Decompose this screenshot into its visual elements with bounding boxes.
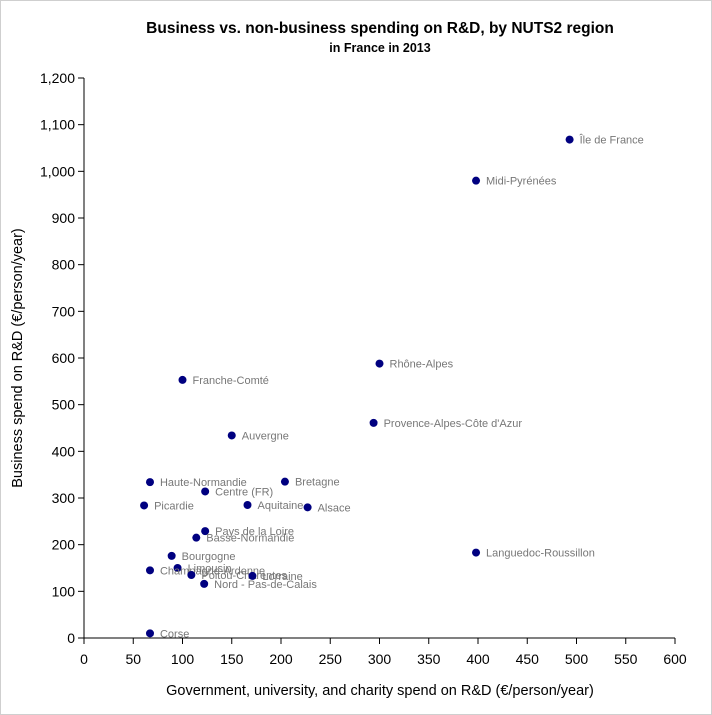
- data-point-label: Franche-Comté: [193, 375, 269, 387]
- y-tick-label: 1,000: [40, 163, 75, 179]
- data-point-label: Aquitaine: [258, 500, 304, 512]
- y-tick-label: 600: [52, 350, 76, 366]
- data-point-label: Alsace: [318, 502, 351, 514]
- data-point-label: Lorraine: [262, 571, 302, 583]
- data-point-label: Midi-Pyrénées: [486, 176, 557, 188]
- data-point-label: Île de France: [579, 134, 644, 147]
- data-point[interactable]: [280, 477, 289, 486]
- y-tick-label: 200: [52, 537, 76, 553]
- data-point-label: Provence-Alpes-Côte d'Azur: [384, 418, 523, 430]
- data-point-label: Picardie: [154, 500, 194, 512]
- x-tick-label: 100: [171, 651, 195, 667]
- data-point-label: Corse: [160, 628, 189, 640]
- data-point-label: Centre (FR): [215, 486, 273, 498]
- data-point[interactable]: [201, 487, 210, 496]
- x-tick-label: 50: [125, 651, 141, 667]
- y-tick-label: 100: [52, 583, 76, 599]
- y-tick-label: 500: [52, 397, 76, 413]
- data-point[interactable]: [187, 571, 196, 579]
- data-point[interactable]: [145, 629, 154, 638]
- data-points: Île de France Midi-Pyrénées Rhône-Alpes Fra…: [140, 134, 644, 640]
- data-point[interactable]: [303, 503, 312, 512]
- data-point[interactable]: [243, 501, 252, 509]
- data-point[interactable]: [369, 418, 378, 427]
- data-point[interactable]: [140, 501, 149, 510]
- data-point-label: Poitou-Charentes: [201, 570, 287, 582]
- x-tick-label: 150: [220, 651, 244, 667]
- data-point[interactable]: [167, 551, 176, 560]
- y-tick-label: 800: [52, 257, 76, 273]
- data-point[interactable]: [145, 478, 154, 487]
- data-point[interactable]: [192, 533, 201, 542]
- x-tick-label: 500: [565, 651, 589, 667]
- data-point-label: Haute-Normandie: [160, 477, 247, 489]
- data-point[interactable]: [227, 431, 236, 440]
- data-point-label: Auvergne: [242, 430, 289, 442]
- x-axis-label: Government, university, and charity spen…: [166, 683, 594, 699]
- axes: 01002003004005006007008009001,0001,1001,…: [40, 70, 687, 667]
- x-tick-label: 200: [269, 651, 293, 667]
- data-point[interactable]: [472, 176, 481, 185]
- x-tick-label: 350: [417, 651, 441, 667]
- data-point-label: Champagne-Ardenne: [160, 565, 265, 577]
- y-tick-label: 900: [52, 210, 76, 226]
- y-tick-label: 0: [67, 630, 75, 646]
- x-tick-label: 400: [466, 651, 490, 667]
- y-axis-label: Business spend on R&D (€/person/year): [10, 228, 26, 488]
- x-tick-label: 600: [663, 651, 687, 667]
- data-point-label: Rhône-Alpes: [390, 359, 454, 371]
- data-point[interactable]: [375, 359, 384, 368]
- data-point[interactable]: [565, 135, 574, 144]
- x-tick-label: 250: [319, 651, 343, 667]
- chart-title: Business vs. non-business spending on R&…: [146, 20, 614, 37]
- x-tick-label: 550: [614, 651, 638, 667]
- y-tick-label: 1,200: [40, 70, 75, 86]
- y-tick-label: 1,100: [40, 117, 75, 133]
- x-tick-label: 300: [368, 651, 392, 667]
- data-point-label: Limousin: [188, 563, 232, 575]
- x-tick-label: 0: [80, 651, 88, 667]
- data-point[interactable]: [248, 571, 257, 580]
- data-point-label: Pays de la Loire: [215, 526, 294, 538]
- data-point[interactable]: [145, 566, 154, 575]
- x-tick-label: 450: [516, 651, 540, 667]
- data-point[interactable]: [472, 548, 481, 557]
- data-point-label: Basse-Normandie: [206, 533, 294, 545]
- data-point[interactable]: [201, 527, 210, 536]
- data-point-label: Bourgogne: [182, 551, 236, 563]
- y-tick-label: 300: [52, 490, 76, 506]
- data-point-label: Nord - Pas-de-Calais: [214, 579, 317, 591]
- y-tick-label: 700: [52, 303, 76, 319]
- data-point[interactable]: [173, 564, 182, 572]
- data-point-label: Bretagne: [295, 477, 340, 489]
- data-point-label: Languedoc-Roussillon: [486, 548, 595, 560]
- data-point[interactable]: [200, 579, 209, 588]
- y-tick-label: 400: [52, 443, 76, 459]
- data-point[interactable]: [178, 375, 187, 384]
- chart-subtitle: in France in 2013: [329, 41, 430, 55]
